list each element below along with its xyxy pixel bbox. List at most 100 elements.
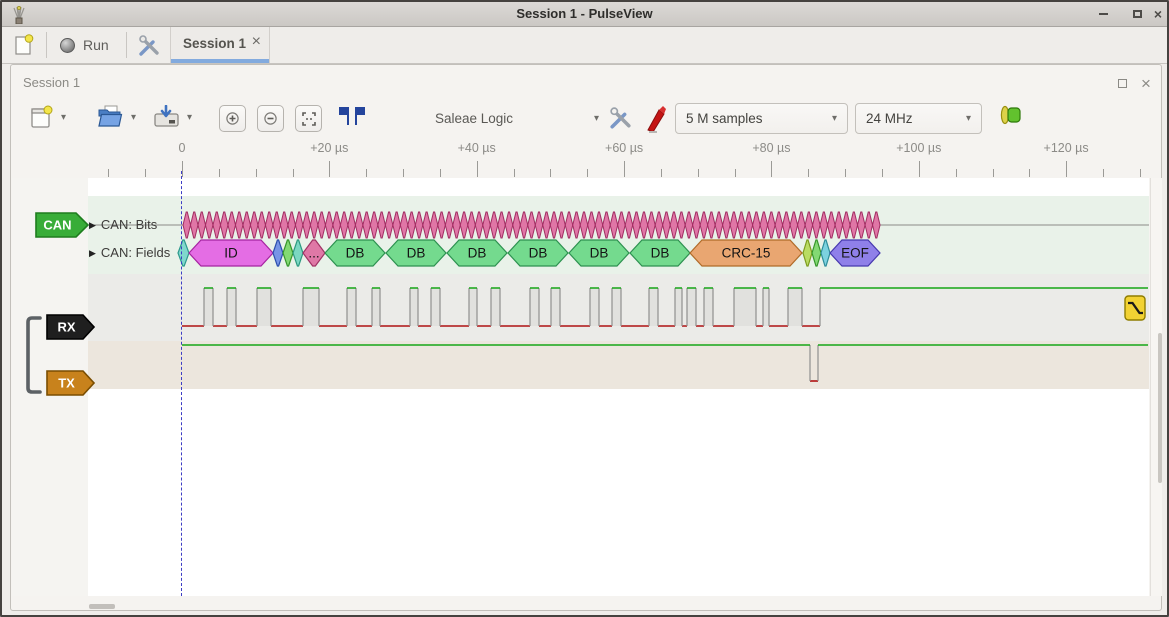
- ruler-minor-tick: [218, 169, 220, 177]
- expander-icon[interactable]: ▶: [89, 220, 96, 230]
- ruler-minor-tick: [366, 169, 368, 177]
- new-session-button[interactable]: [14, 34, 34, 56]
- svg-text:DB: DB: [407, 246, 426, 261]
- run-sphere-icon: [60, 37, 75, 53]
- open-button[interactable]: [97, 105, 124, 129]
- minimize-icon: [1098, 13, 1108, 15]
- decoder-tag-can[interactable]: CAN: [35, 212, 89, 238]
- panel-close-button[interactable]: ×: [1138, 73, 1154, 93]
- show-markers-button[interactable]: [337, 105, 367, 127]
- ruler-minor-tick: [550, 169, 552, 177]
- app-icon: [10, 5, 28, 24]
- save-icon: [154, 105, 179, 127]
- configure-device-button[interactable]: [645, 105, 669, 133]
- new-view-dropdown[interactable]: ▾: [61, 112, 66, 123]
- zoom-fit-button[interactable]: [295, 105, 322, 132]
- open-file-icon: [98, 105, 123, 127]
- svg-text:CAN: CAN: [43, 218, 71, 233]
- ruler-tick-label: +20 µs: [310, 141, 349, 155]
- close-button[interactable]: ×: [1149, 5, 1167, 23]
- svg-text:DB: DB: [590, 246, 609, 261]
- decoder-icon: [1000, 105, 1021, 125]
- ruler-tick-label: 0: [178, 141, 186, 155]
- settings-tools-icon: [139, 35, 159, 56]
- toolbar-separator: [46, 32, 47, 58]
- vertical-scrollbar[interactable]: [1150, 178, 1162, 596]
- chevron-down-icon: ▾: [593, 113, 599, 124]
- zoom-out-button[interactable]: [257, 105, 284, 132]
- new-view-button[interactable]: [29, 105, 53, 130]
- ruler-minor-tick: [881, 169, 883, 177]
- minimize-button[interactable]: [1094, 5, 1112, 23]
- tab-session-1[interactable]: Session 1 ×: [170, 27, 270, 63]
- ruler-minor-tick: [292, 169, 294, 177]
- run-label: Run: [83, 37, 109, 53]
- channels-wrench-icon: [610, 107, 631, 129]
- device-select[interactable]: Saleae Logic ▾: [435, 105, 599, 132]
- configure-channels-button[interactable]: [607, 105, 634, 132]
- save-dropdown[interactable]: ▾: [187, 112, 192, 123]
- float-icon: [1117, 78, 1127, 88]
- svg-text:...: ...: [308, 246, 319, 261]
- new-file-icon: [31, 105, 53, 128]
- decoder-row-bits[interactable]: ▶ CAN: Bits: [89, 217, 157, 232]
- settings-button[interactable]: [136, 33, 162, 59]
- svg-text:DB: DB: [651, 246, 670, 261]
- ruler-minor-tick: [513, 169, 515, 177]
- horizontal-scrollbar-thumb[interactable]: [89, 604, 115, 609]
- zoom-in-button[interactable]: [219, 105, 246, 132]
- ruler-tick-label: +60 µs: [605, 141, 644, 155]
- session-panel: Session 1 × ▾ ▾ ▾: [10, 64, 1162, 611]
- ruler-minor-tick: [955, 169, 957, 177]
- close-icon: ×: [1153, 6, 1163, 22]
- trace-viewport[interactable]: ID... DB DB DB DB DB DB CRC-15 EOF: [88, 178, 1149, 596]
- ruler-tick-label: +120 µs: [1043, 141, 1089, 155]
- add-decoder-button[interactable]: [999, 105, 1023, 125]
- vertical-scrollbar-thumb[interactable]: [1158, 333, 1162, 483]
- ruler-minor-tick: [992, 169, 994, 177]
- sample-rate-select[interactable]: 24 MHz ▾: [855, 103, 982, 134]
- maximize-button[interactable]: [1128, 5, 1146, 23]
- tab-active-indicator: [171, 59, 269, 63]
- time-ruler[interactable]: 0 +20 µs +40 µs +60 µs +80 µs +100 µs +120 µs: [88, 138, 1156, 178]
- channel-tag-rx[interactable]: RX: [46, 314, 95, 340]
- sample-count-select[interactable]: 5 M samples ▾: [675, 103, 848, 134]
- svg-text:RX: RX: [57, 320, 75, 335]
- panel-float-button[interactable]: [1114, 75, 1130, 91]
- open-dropdown[interactable]: ▾: [131, 112, 136, 123]
- sample-rate-value: 24 MHz: [866, 111, 913, 126]
- ruler-minor-tick: [808, 169, 810, 177]
- svg-text:TX: TX: [58, 376, 75, 391]
- ruler-major-tick: [771, 161, 773, 177]
- ruler-minor-tick: [1103, 169, 1104, 177]
- save-button[interactable]: [153, 105, 180, 129]
- panel-title: Session 1: [23, 75, 81, 90]
- ruler-major-tick: [1066, 161, 1068, 177]
- sample-count-value: 5 M samples: [686, 111, 763, 126]
- trigger-marker[interactable]: [1124, 295, 1146, 321]
- expander-icon[interactable]: ▶: [89, 248, 96, 258]
- zoom-fit-icon: [301, 111, 316, 126]
- decoder-row-fields[interactable]: ▶ CAN: Fields: [89, 245, 170, 260]
- run-button[interactable]: Run: [54, 30, 115, 60]
- main-toolbar: Run Session 1 ×: [2, 27, 1167, 64]
- svg-text:CRC-15: CRC-15: [722, 246, 771, 261]
- time-cursor[interactable]: [181, 171, 182, 596]
- panel-close-icon: ×: [1141, 73, 1151, 93]
- titlebar: Session 1 - PulseView ×: [2, 2, 1167, 27]
- ruler-tick-label: +80 µs: [752, 141, 791, 155]
- chevron-down-icon: ▾: [131, 112, 137, 123]
- ruler-minor-tick: [1139, 169, 1141, 177]
- svg-text:DB: DB: [468, 246, 487, 261]
- ruler-tick-label: +40 µs: [457, 141, 496, 155]
- chevron-down-icon: ▾: [187, 112, 193, 123]
- ruler-major-tick: [624, 161, 626, 177]
- ruler-minor-tick: [587, 169, 589, 177]
- channel-tag-tx[interactable]: TX: [46, 370, 95, 396]
- ruler-major-tick: [329, 161, 331, 177]
- ruler-minor-tick: [145, 169, 147, 177]
- ruler-minor-tick: [697, 169, 699, 177]
- tab-close-icon[interactable]: ×: [251, 33, 261, 50]
- svg-text:DB: DB: [346, 246, 365, 261]
- svg-text:ID: ID: [224, 246, 238, 261]
